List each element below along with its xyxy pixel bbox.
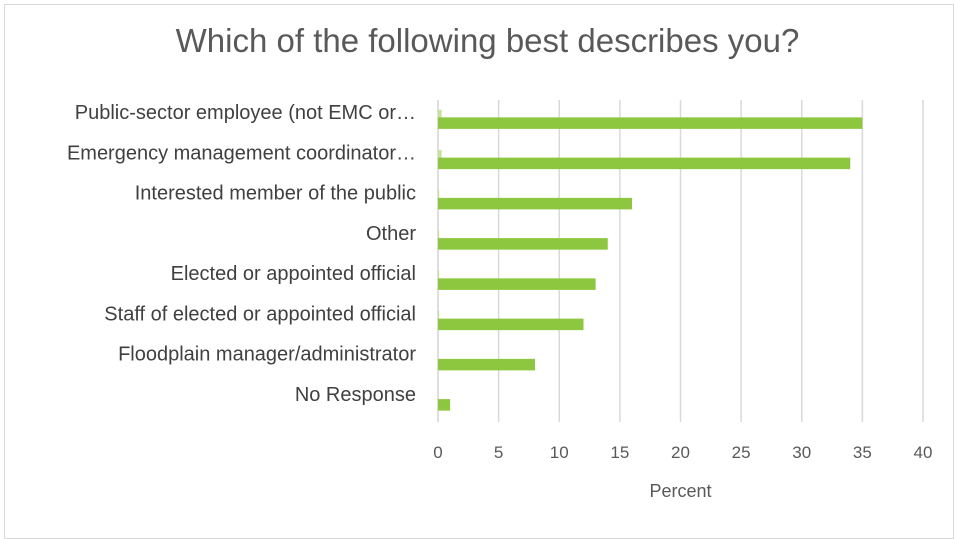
category-label: Interested member of the public xyxy=(135,183,416,205)
x-tick-labels: 0 5 10 15 20 25 30 35 40 xyxy=(433,443,932,462)
bar xyxy=(438,278,596,290)
bar-minor xyxy=(438,190,440,202)
x-tick-label: 30 xyxy=(792,443,811,462)
bar-minor xyxy=(438,270,440,283)
bar xyxy=(438,197,632,210)
gridlines xyxy=(437,100,924,422)
category-label: Floodplain manager/administrator xyxy=(118,344,416,366)
x-tick-label: 25 xyxy=(732,443,751,462)
category-labels: Public-sector employee (not EMC or… Emerg… xyxy=(67,102,416,406)
x-tick-label: 10 xyxy=(550,443,569,462)
bars xyxy=(438,109,863,411)
bar xyxy=(438,157,851,170)
bar xyxy=(438,238,608,250)
chart-title: Which of the following best describes yo… xyxy=(175,22,800,59)
x-tick-label: 40 xyxy=(914,443,933,462)
category-label: No Response xyxy=(295,384,416,406)
bar xyxy=(438,117,863,129)
bar-minor xyxy=(438,109,442,122)
x-tick-label: 15 xyxy=(610,443,629,462)
x-tick-label: 0 xyxy=(433,443,442,462)
x-tick-label: 5 xyxy=(494,443,503,462)
x-tick-label: 20 xyxy=(671,443,690,462)
bar-minor xyxy=(438,230,440,242)
category-label: Emergency management coordinator… xyxy=(67,142,416,164)
bar xyxy=(438,399,451,411)
category-label: Elected or appointed official xyxy=(171,263,416,285)
category-label: Public-sector employee (not EMC or… xyxy=(75,102,416,124)
bar xyxy=(438,318,584,331)
bar-minor xyxy=(438,310,440,323)
category-label: Other xyxy=(366,223,416,245)
category-label: Staff of elected or appointed official xyxy=(104,303,416,325)
bar-minor xyxy=(438,149,442,162)
bar xyxy=(438,358,535,371)
x-axis-title: Percent xyxy=(649,481,711,501)
x-tick-label: 35 xyxy=(853,443,872,462)
